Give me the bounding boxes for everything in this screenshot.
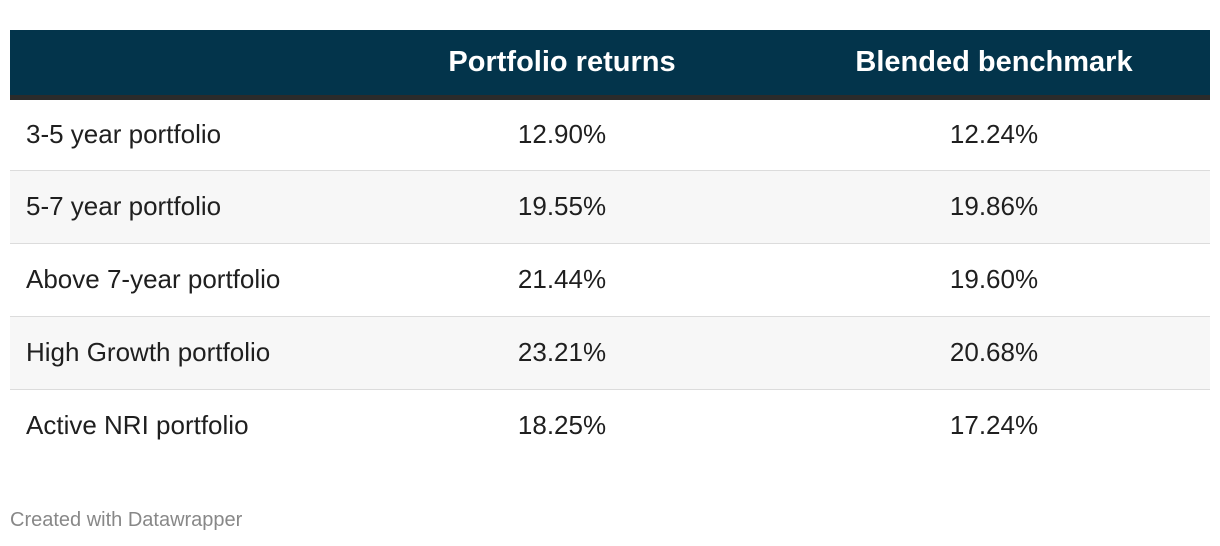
blended-benchmark-value: 19.86%: [949, 191, 1039, 221]
blended-benchmark-value: 12.24%: [949, 119, 1039, 149]
table-row: Active NRI portfolio 18.25% 17.24%: [10, 389, 1210, 462]
portfolio-returns-value: 12.90%: [517, 119, 607, 149]
table-row: 3-5 year portfolio 12.90% 12.24%: [10, 97, 1210, 170]
portfolio-returns-value: 18.25%: [517, 410, 607, 441]
header-row: Portfolio returns Blended benchmark: [10, 30, 1210, 100]
row-label: 5-7 year portfolio: [26, 191, 222, 221]
header-cell-row-label: [10, 30, 346, 100]
blended-benchmark-value: 17.24%: [949, 410, 1039, 441]
blended-benchmark-value: 20.68%: [949, 337, 1039, 367]
table-row: Above 7-year portfolio 21.44% 19.60%: [10, 243, 1210, 316]
header-cell-portfolio-returns: Portfolio returns: [346, 30, 778, 100]
table-header: Portfolio returns Blended benchmark: [10, 30, 1210, 100]
returns-table: Portfolio returns Blended benchmark 3-5 …: [10, 30, 1210, 462]
row-label: 3-5 year portfolio: [26, 119, 222, 149]
table-body: 3-5 year portfolio 12.90% 12.24% 5-7 yea…: [10, 97, 1210, 462]
portfolio-returns-value: 21.44%: [517, 264, 607, 294]
portfolio-returns-value: 23.21%: [517, 337, 607, 367]
footer-credit: Created with Datawrapper: [10, 509, 243, 531]
table-row: 5-7 year portfolio 19.55% 19.86%: [10, 170, 1210, 243]
portfolio-returns-value: 19.55%: [517, 191, 607, 221]
blended-benchmark-value: 19.60%: [949, 264, 1039, 294]
header-cell-blended-benchmark: Blended benchmark: [778, 30, 1210, 100]
row-label: Above 7-year portfolio: [26, 264, 281, 294]
row-label: High Growth portfolio: [26, 337, 271, 367]
table-row: High Growth portfolio 23.21% 20.68%: [10, 316, 1210, 389]
returns-table-container: Portfolio returns Blended benchmark 3-5 …: [10, 30, 1210, 462]
row-label: Active NRI portfolio: [26, 410, 249, 441]
